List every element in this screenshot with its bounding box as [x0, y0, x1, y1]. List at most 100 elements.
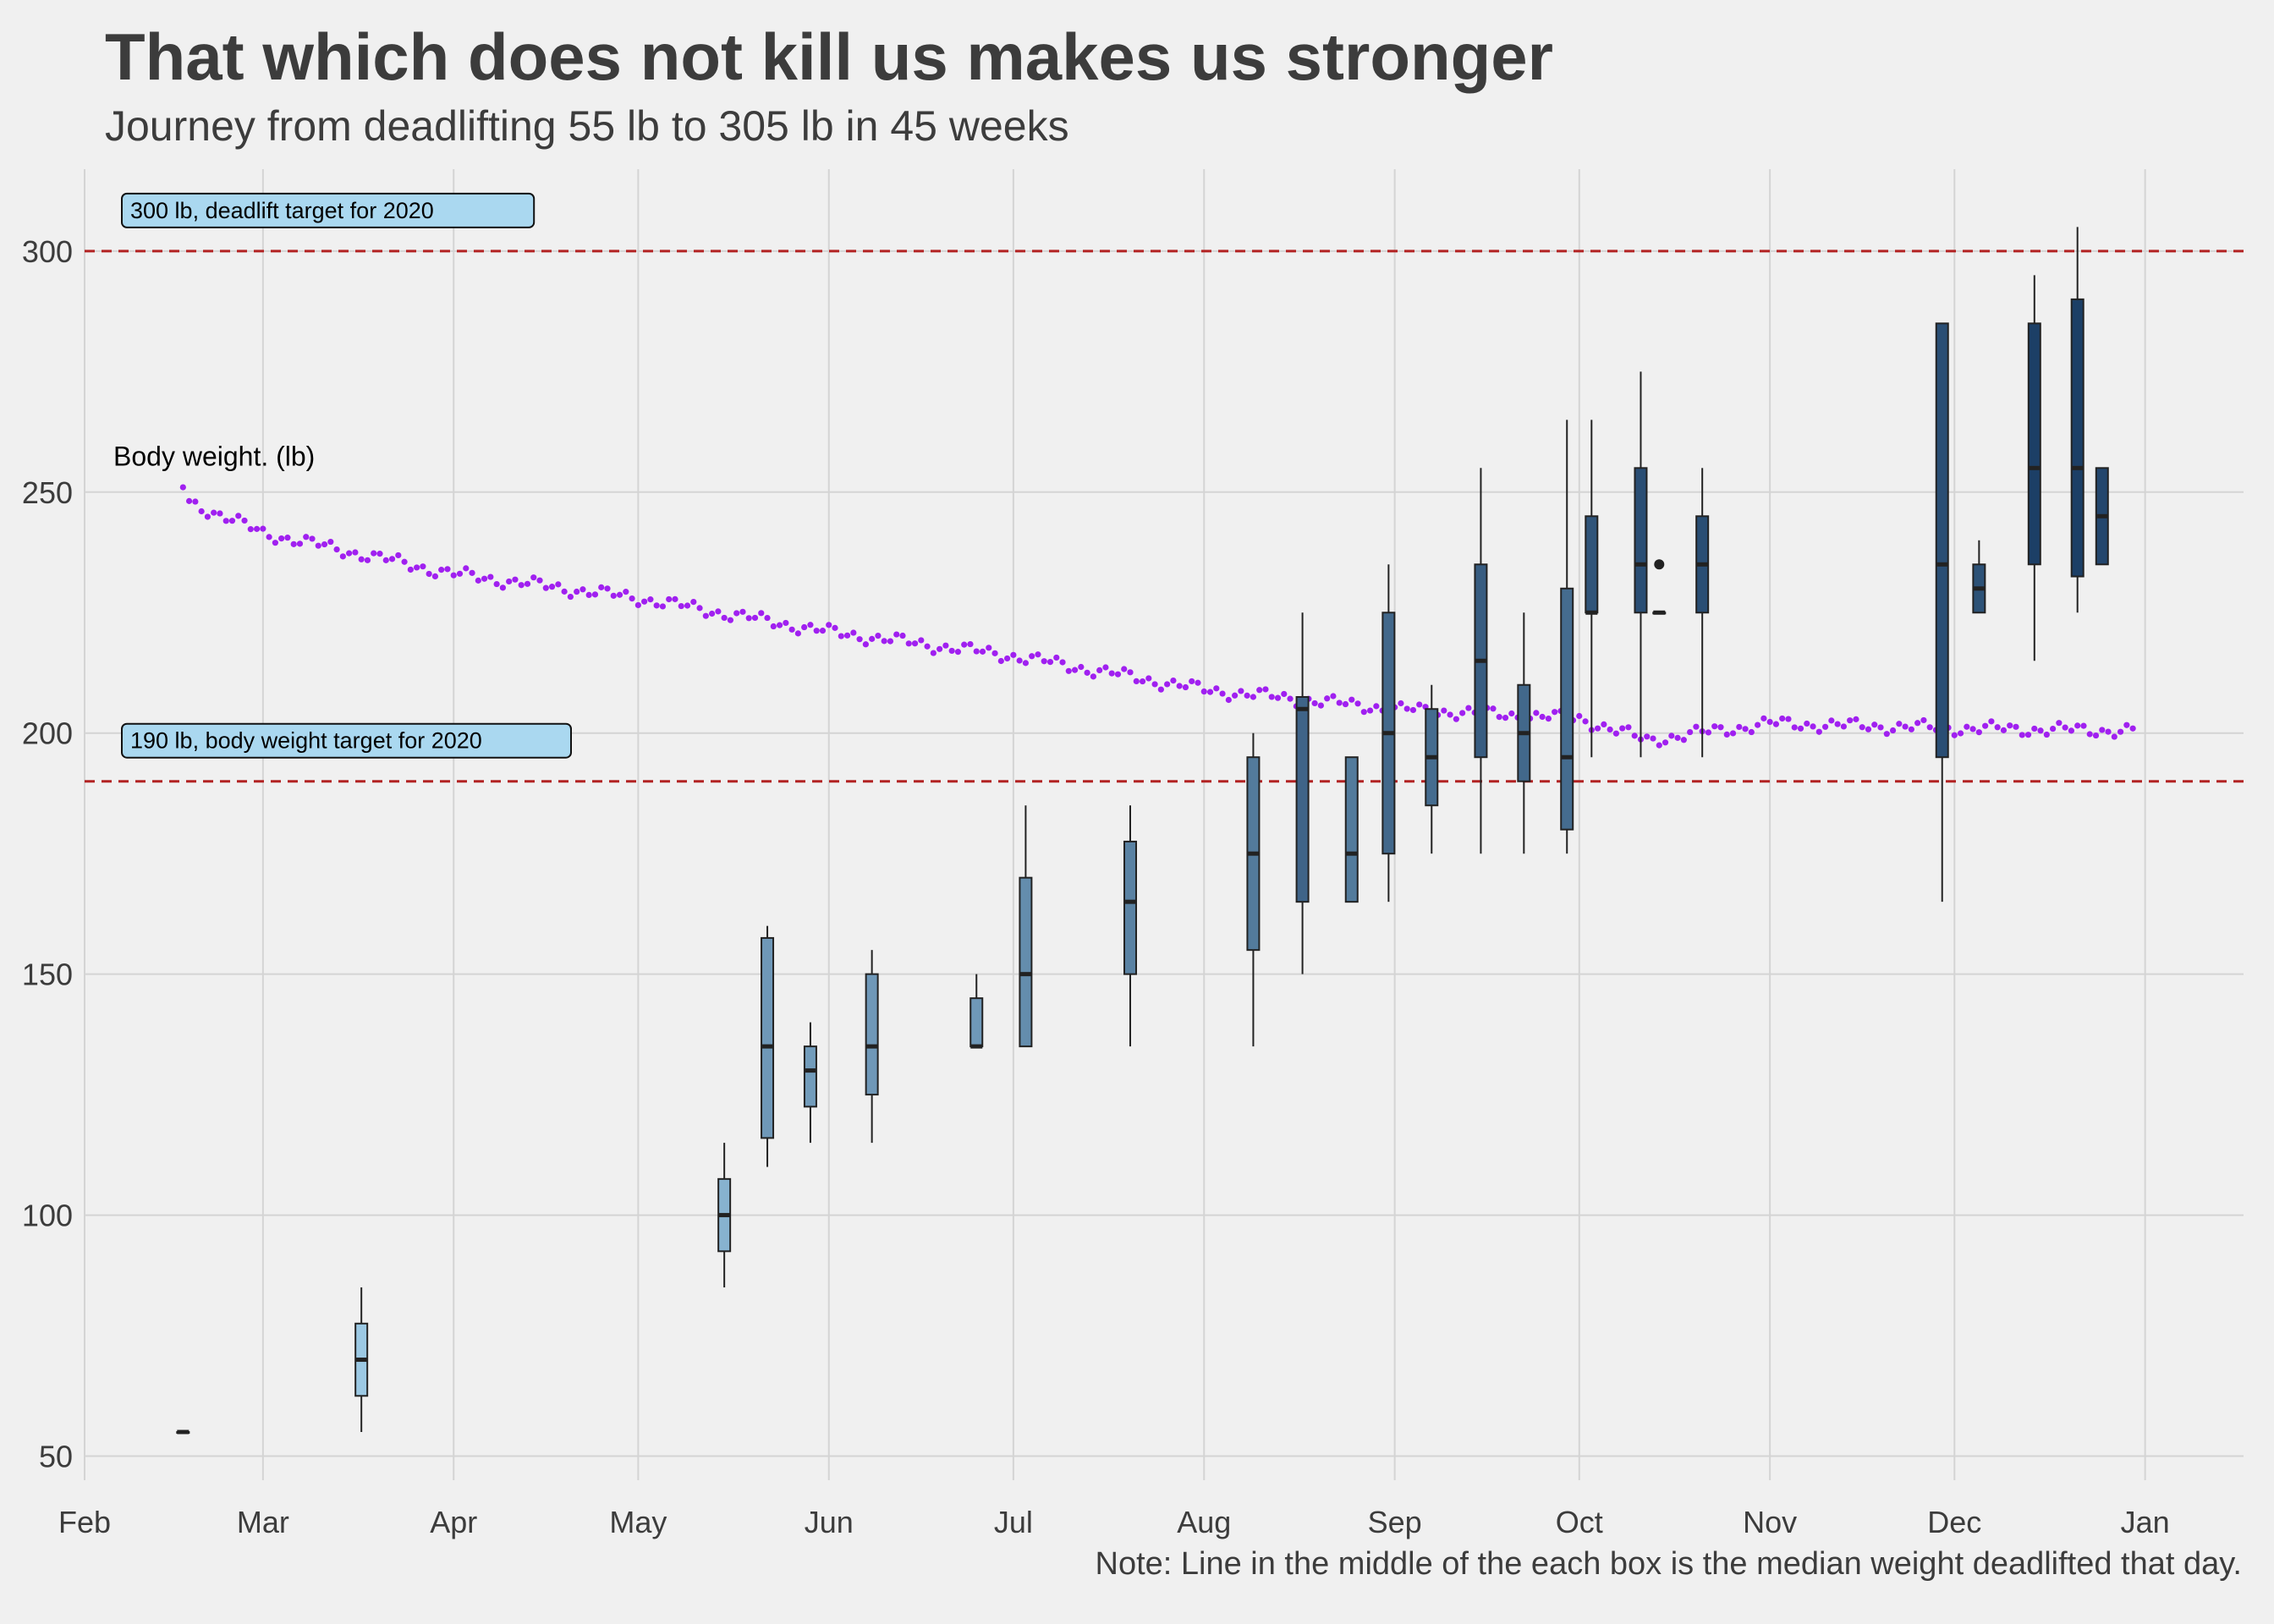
body-weight-point	[801, 623, 808, 631]
body-weight-point	[899, 632, 906, 639]
body-weight-point	[1821, 723, 1829, 730]
body-weight-point	[364, 557, 371, 563]
body-weight-point	[1311, 700, 1318, 707]
target-label-box	[121, 192, 536, 228]
body-weight-point	[1601, 721, 1607, 728]
chart-subtitle: Journey from deadlifting 55 lb to 305 lb…	[105, 102, 1069, 150]
body-weight-point	[1447, 711, 1453, 718]
body-weight-point	[751, 614, 759, 622]
body-weight-point	[1195, 679, 1201, 686]
body-weight-point	[788, 626, 795, 633]
body-weight-point	[1416, 701, 1423, 708]
body-weight-point	[585, 591, 592, 598]
body-weight-point	[431, 573, 439, 579]
body-weight-point	[1964, 723, 1970, 730]
body-weight-point	[973, 648, 980, 655]
body-weight-point	[1398, 700, 1404, 707]
body-weight-point	[629, 595, 635, 602]
body-weight-point	[1957, 730, 1964, 737]
body-weight-point	[1834, 721, 1841, 727]
body-weight-point	[1139, 678, 1146, 685]
body-weight-point	[1225, 696, 1232, 704]
body-weight-point	[702, 612, 709, 619]
body-weight-point	[579, 586, 586, 593]
body-weight-point	[228, 518, 236, 524]
x-tick-label: Dec	[1927, 1505, 1981, 1539]
grid	[84, 169, 2244, 1480]
body-weight-point	[253, 525, 261, 532]
body-weight-point	[1742, 726, 1749, 732]
body-weight-point	[1988, 718, 1995, 725]
body-weight-point	[1810, 723, 1816, 730]
body-weight-point	[481, 575, 488, 582]
body-weight-point	[678, 602, 684, 610]
body-weight-point	[1914, 720, 1921, 727]
body-weight-point	[506, 578, 513, 585]
body-weight-point	[1785, 716, 1792, 722]
body-weight-point	[887, 638, 894, 645]
body-weight-point	[819, 628, 827, 634]
body-weight-point	[2086, 731, 2093, 738]
body-weight-point	[192, 498, 199, 505]
body-weight-point	[610, 592, 617, 599]
y-tick-label: 200	[22, 716, 73, 751]
body-weight-point	[1612, 730, 1619, 737]
box-body	[761, 936, 775, 1139]
body-weight-point	[1459, 710, 1466, 716]
body-weight-point	[346, 550, 353, 557]
body-weight-point	[469, 569, 475, 576]
body-weight-point	[930, 650, 937, 656]
body-weight-point	[309, 535, 316, 542]
body-weight-point	[1164, 681, 1171, 688]
body-weight-point	[1189, 678, 1195, 685]
body-weight-point	[1281, 690, 1288, 698]
body-weight-point	[924, 643, 931, 650]
body-weight-point	[1010, 651, 1017, 658]
body-weight-point	[1317, 702, 1325, 709]
target-label: 190 lb, body weight target for 2020	[130, 728, 482, 754]
body-weight-point	[548, 584, 556, 590]
body-weight-point	[690, 598, 697, 606]
box-body	[1019, 876, 1033, 1048]
x-tick-label: Feb	[58, 1505, 111, 1539]
body-weight-point	[1545, 716, 1552, 722]
body-weight-point	[739, 608, 746, 615]
body-weight-point	[1084, 669, 1090, 676]
x-tick-label: Aug	[1177, 1505, 1231, 1539]
body-weight-point	[666, 595, 673, 603]
body-weight-point	[721, 614, 728, 622]
body-weight-point	[1409, 706, 1417, 714]
body-weight-point	[1268, 694, 1275, 700]
body-weight-point	[420, 563, 426, 570]
body-weight-point	[1108, 670, 1115, 677]
body-weight-point	[1490, 705, 1497, 712]
body-weight-point	[1262, 686, 1269, 693]
body-weight-point	[450, 572, 457, 579]
body-weight-point	[1182, 683, 1189, 691]
body-weight-point	[426, 570, 432, 578]
body-weight-point	[1403, 705, 1410, 712]
body-weight-point	[1232, 692, 1239, 699]
body-weight-point	[536, 577, 543, 584]
body-weight-point	[2111, 733, 2117, 740]
body-weight-point	[1238, 688, 1244, 694]
body-weight-point	[555, 581, 562, 588]
body-weight-point	[1975, 729, 1982, 736]
body-weight-point	[1219, 690, 1226, 697]
x-tick-label: Apr	[430, 1505, 477, 1539]
body-weight-point	[241, 517, 248, 524]
body-weight-point	[2123, 721, 2130, 728]
body-weight-point	[869, 635, 876, 642]
body-weight-point	[388, 556, 396, 562]
body-weight-point	[893, 631, 900, 638]
body-weight-point	[1090, 673, 1096, 680]
body-weight-point	[1797, 725, 1804, 732]
body-weight-point	[696, 605, 703, 612]
body-weight-point	[1213, 685, 1220, 692]
body-weight-point	[1625, 724, 1632, 731]
body-weight-point	[1804, 720, 1810, 727]
body-weight-point	[1022, 660, 1030, 667]
body-weight-point	[333, 546, 340, 553]
body-weight-point	[179, 484, 186, 491]
body-weight-point	[1496, 714, 1502, 721]
